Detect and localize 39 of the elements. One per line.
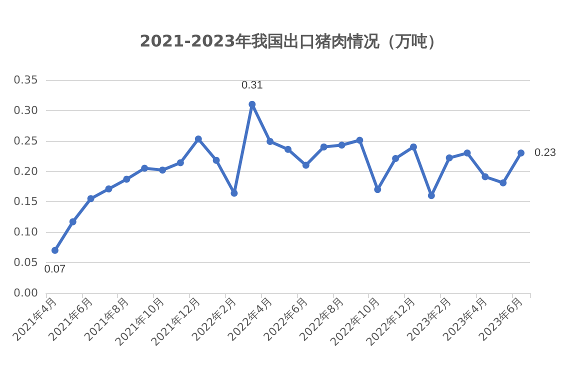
point <box>356 136 364 144</box>
chart-title: 2021-2023年我国出口猪肉情况（万吨） <box>140 32 444 50</box>
point <box>410 143 417 150</box>
point <box>428 192 435 200</box>
data-label: 0.31 <box>241 79 263 92</box>
point <box>266 138 274 145</box>
text: 0.15 <box>14 195 38 208</box>
point <box>500 179 507 186</box>
point <box>105 185 112 192</box>
data-label: 0.23 <box>534 147 556 160</box>
text: 0.35 <box>14 74 38 86</box>
point <box>87 195 94 202</box>
text: 0.10 <box>14 226 38 239</box>
point <box>176 159 184 166</box>
point <box>374 186 382 194</box>
point <box>446 154 453 162</box>
point <box>248 100 256 108</box>
point <box>482 173 489 180</box>
point <box>518 150 525 157</box>
point <box>392 155 400 162</box>
text: 0.30 <box>14 104 38 117</box>
point <box>320 143 328 150</box>
text: 0.05 <box>14 256 38 270</box>
point <box>230 190 238 197</box>
point <box>212 156 220 164</box>
point <box>123 176 130 183</box>
point <box>141 164 148 172</box>
point <box>69 218 76 226</box>
text: 0.00 <box>14 286 38 300</box>
point <box>159 166 166 174</box>
point <box>338 142 346 149</box>
data-label: 0.07 <box>44 263 66 276</box>
point <box>464 150 471 157</box>
point <box>302 162 310 169</box>
point <box>194 136 202 143</box>
text: 0.25 <box>14 134 38 148</box>
point <box>51 246 58 254</box>
point <box>284 146 292 153</box>
text: 0.20 <box>14 164 38 178</box>
